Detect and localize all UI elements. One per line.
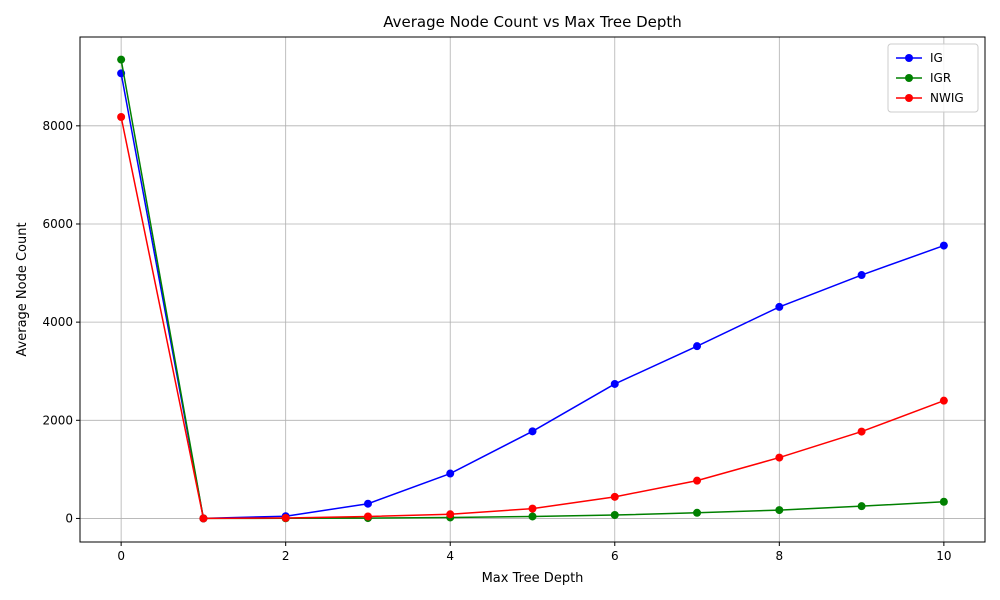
legend-marker-igr <box>905 74 913 82</box>
chart-title: Average Node Count vs Max Tree Depth <box>383 13 682 31</box>
data-point-nwig <box>939 396 948 405</box>
data-point-ig <box>528 427 537 436</box>
data-point-nwig <box>693 476 702 485</box>
data-point-nwig <box>446 510 455 519</box>
legend: IG IGR NWIG <box>887 43 979 113</box>
legend-marker-ig <box>905 54 913 62</box>
data-point-ig <box>775 302 784 311</box>
data-point-nwig <box>775 453 784 462</box>
legend-label-igr: IGR <box>930 71 951 85</box>
legend-label-ig: IG <box>930 51 943 65</box>
y-axis-label: Average Node Count <box>15 222 30 356</box>
data-point-igr <box>117 55 126 64</box>
x-tick-label: 2 <box>282 549 290 563</box>
data-point-ig <box>693 342 702 351</box>
data-point-nwig <box>281 513 290 522</box>
data-point-igr <box>528 512 537 521</box>
x-tick-label: 10 <box>936 549 951 563</box>
data-point-ig <box>363 499 372 508</box>
x-tick-label: 0 <box>117 549 125 563</box>
x-axis-label: Max Tree Depth <box>482 571 584 586</box>
data-point-igr <box>693 508 702 517</box>
series-layer <box>117 55 948 523</box>
legend-label-nwig: NWIG <box>930 91 964 105</box>
plot-frame <box>79 36 986 543</box>
grid <box>80 37 985 542</box>
x-tick-label: 6 <box>611 549 619 563</box>
data-point-nwig <box>117 112 126 121</box>
data-point-ig <box>857 271 866 280</box>
series-line-ig <box>120 73 945 520</box>
data-point-nwig <box>857 427 866 436</box>
data-point-nwig <box>610 492 619 501</box>
data-point-igr <box>939 497 948 506</box>
y-tick-label: 2000 <box>42 413 73 427</box>
series-line-nwig <box>120 116 945 520</box>
data-point-igr <box>775 506 784 515</box>
ticks: 0 2 4 6 8 10 0 2000 4000 6000 8000 <box>42 119 951 563</box>
y-tick-label: 4000 <box>42 315 73 329</box>
data-point-ig <box>610 379 619 388</box>
x-tick-label: 4 <box>446 549 454 563</box>
data-point-nwig <box>199 514 208 523</box>
x-tick-label: 8 <box>775 549 783 563</box>
y-tick-label: 6000 <box>42 217 73 231</box>
data-point-igr <box>857 502 866 511</box>
data-point-igr <box>610 511 619 520</box>
y-tick-label: 8000 <box>42 119 73 133</box>
series-line-igr <box>120 59 944 520</box>
y-tick-label: 0 <box>65 511 73 525</box>
data-point-ig <box>446 469 455 478</box>
data-point-nwig <box>528 504 537 513</box>
data-point-ig <box>939 241 948 250</box>
legend-marker-nwig <box>905 94 913 102</box>
data-point-nwig <box>363 512 372 521</box>
